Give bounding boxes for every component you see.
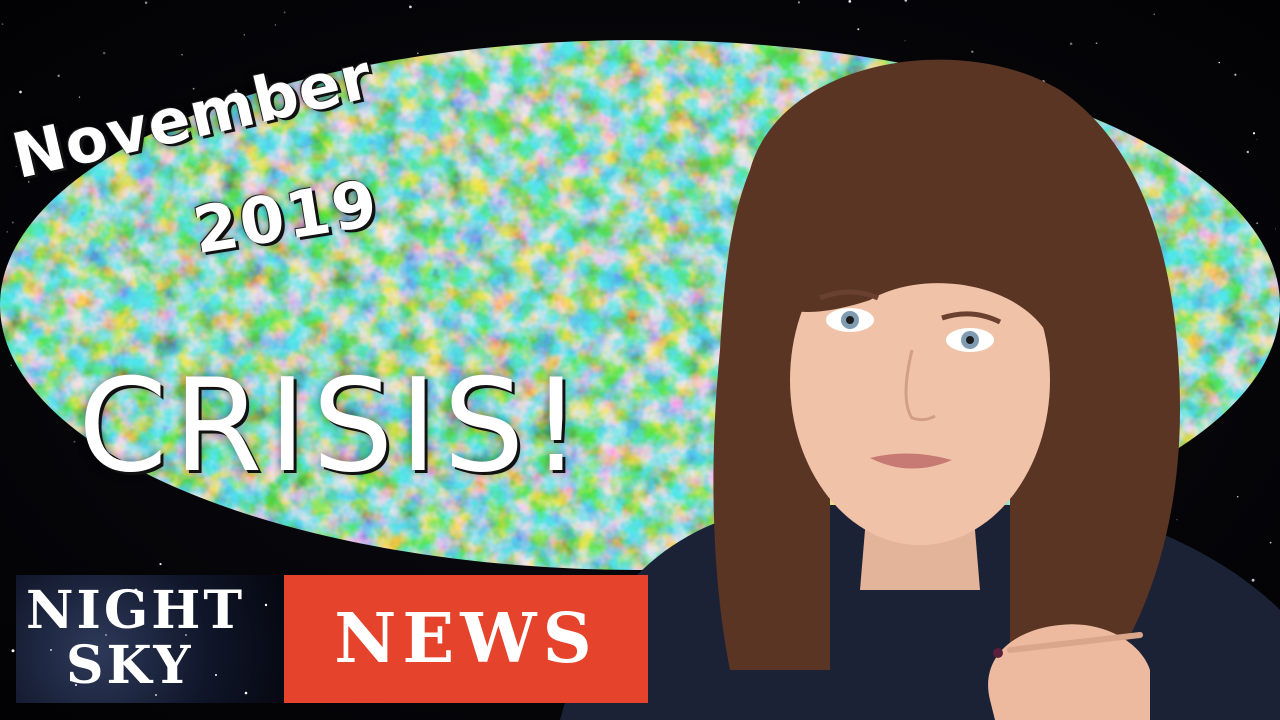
presenter-photo — [560, 59, 1280, 720]
star — [1234, 73, 1237, 76]
star — [10, 364, 12, 366]
star — [52, 127, 55, 130]
star — [1200, 171, 1202, 172]
brand-night-label: Night — [26, 580, 246, 641]
star — [1256, 222, 1259, 225]
star — [904, 0, 908, 2]
star — [848, 0, 852, 3]
star — [1095, 42, 1098, 45]
night-sky-news-logo: Night Sky News — [16, 575, 648, 703]
star — [283, 11, 286, 14]
brand-news-panel: News — [284, 575, 648, 703]
star — [6, 231, 8, 233]
brand-news-label: News — [334, 599, 598, 679]
star — [1269, 541, 1272, 544]
star — [1176, 519, 1178, 521]
star — [1236, 495, 1239, 498]
star — [409, 5, 412, 9]
star — [857, 28, 860, 31]
star — [416, 52, 419, 55]
star — [1275, 228, 1276, 230]
star — [57, 74, 60, 78]
star — [234, 89, 238, 93]
star — [144, 1, 148, 4]
star — [1256, 138, 1258, 140]
star — [159, 563, 162, 566]
star — [1069, 42, 1073, 45]
star — [1, 23, 4, 25]
star — [274, 24, 276, 26]
star — [173, 110, 175, 112]
star — [797, 1, 800, 4]
star — [192, 87, 195, 90]
star — [78, 96, 81, 98]
star — [1153, 13, 1155, 15]
star — [19, 90, 22, 94]
brand-sky-label: Sky — [66, 635, 194, 696]
star — [1218, 61, 1220, 64]
brand-stars-icon — [34, 588, 268, 696]
star — [232, 96, 235, 99]
star — [1252, 132, 1256, 135]
star — [11, 221, 14, 224]
star — [130, 138, 133, 141]
brand-night-sky-panel: Night Sky — [16, 575, 284, 703]
star — [243, 34, 245, 36]
star — [181, 53, 183, 56]
title-crisis: CRISIS! — [78, 352, 588, 501]
star — [11, 649, 15, 653]
star — [971, 50, 974, 53]
star — [1251, 578, 1255, 582]
star — [27, 181, 30, 183]
star — [102, 51, 106, 55]
star — [73, 440, 76, 443]
star — [904, 40, 906, 42]
star — [1246, 150, 1250, 154]
star — [15, 166, 17, 168]
